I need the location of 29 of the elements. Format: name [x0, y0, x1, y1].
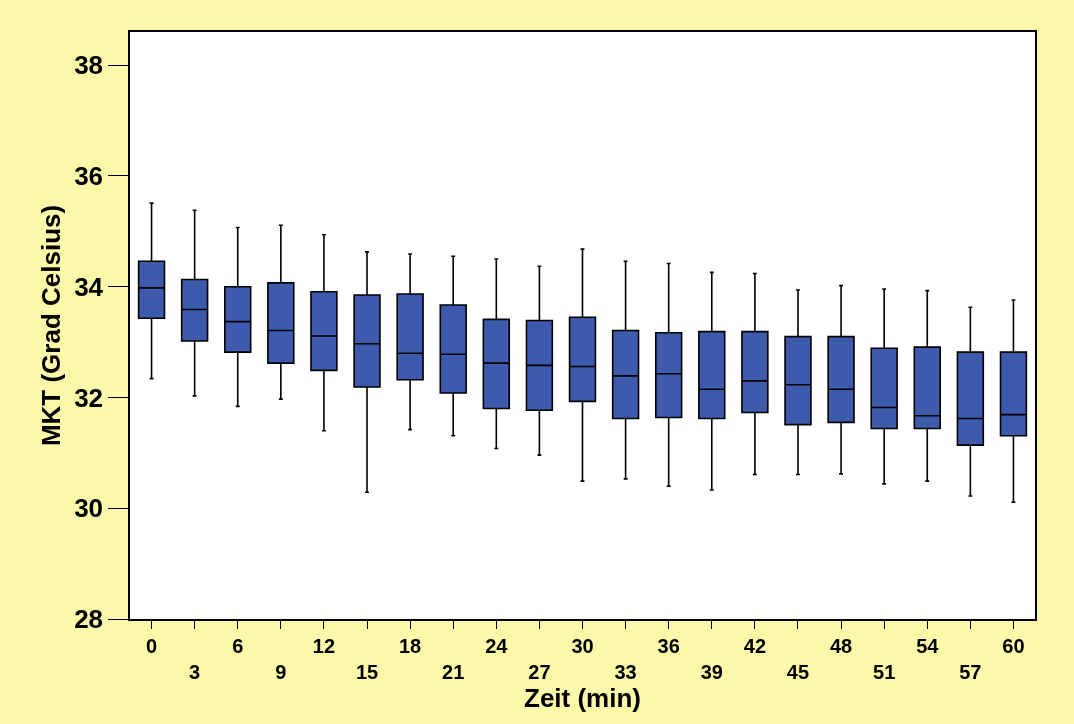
- y-tick-label: 28: [74, 604, 104, 635]
- x-axis-title: Zeit (min): [524, 682, 641, 713]
- x-tick-label: 60: [1002, 634, 1025, 657]
- x-tick-label: 39: [700, 660, 723, 683]
- y-tick-label: 38: [74, 50, 104, 81]
- y-tick-label: 32: [74, 382, 104, 413]
- x-tick-label: 45: [786, 660, 810, 683]
- x-tick-label: 0: [145, 634, 158, 657]
- x-tick-label: 30: [571, 634, 594, 657]
- y-axis-title: MKT (Grad Celsius): [36, 204, 67, 447]
- x-tick-label: 36: [657, 634, 680, 657]
- x-tick-label: 6: [232, 634, 244, 657]
- y-tick-label: 36: [74, 161, 104, 192]
- x-tick-label: 3: [189, 660, 201, 683]
- x-tick-label: 51: [873, 660, 896, 683]
- x-tick-label: 48: [829, 634, 853, 657]
- x-tick-label: 18: [398, 634, 422, 657]
- x-tick-label: 15: [355, 660, 379, 683]
- y-tick-label: 30: [74, 493, 104, 524]
- x-tick-label: 21: [442, 660, 465, 683]
- x-tick-label: 27: [528, 660, 551, 683]
- y-tick-label: 34: [74, 271, 104, 302]
- x-tick-label: 57: [959, 660, 982, 683]
- x-tick-label: 54: [916, 634, 940, 657]
- x-tick-label: 24: [485, 634, 509, 657]
- x-tick-label: 12: [312, 634, 336, 657]
- x-tick-label: 9: [275, 660, 287, 683]
- x-tick-label: 33: [614, 660, 637, 683]
- x-tick-label: 42: [743, 634, 767, 657]
